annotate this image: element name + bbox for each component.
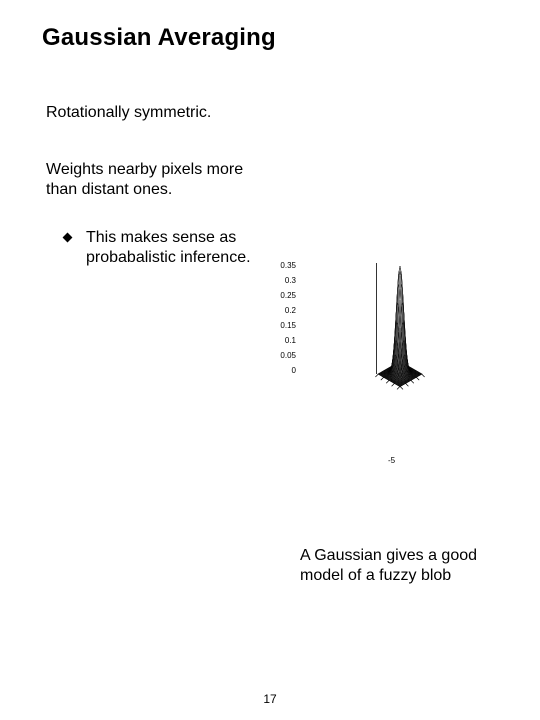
paragraph-weights: Weights nearby pixels more than distant … xyxy=(46,160,256,200)
z-tick-label: 0.2 xyxy=(270,306,296,315)
z-tick-label: 0 xyxy=(270,366,296,375)
diamond-bullet-icon xyxy=(63,233,73,243)
gaussian-surface-figure: 0.35 0.3 0.25 0.2 0.15 0.1 0.05 0 -5 xyxy=(272,246,528,466)
bullet-item: This makes sense as probabalistic infere… xyxy=(64,228,264,268)
gaussian-surface-svg xyxy=(272,246,528,466)
slide: Gaussian Averaging Rotationally symmetri… xyxy=(0,0,540,720)
z-tick-label: 0.3 xyxy=(270,276,296,285)
bullet-text: This makes sense as probabalistic infere… xyxy=(86,228,261,268)
z-tick-label: 0.35 xyxy=(270,261,296,270)
paragraph-rotational: Rotationally symmetric. xyxy=(46,104,211,122)
page-number: 17 xyxy=(0,692,540,706)
figure-caption: A Gaussian gives a good model of a fuzzy… xyxy=(300,546,510,586)
z-tick-label: 0.05 xyxy=(270,351,296,360)
z-tick-label: 0.25 xyxy=(270,291,296,300)
axis-tick-label: -5 xyxy=(388,456,395,465)
page-title: Gaussian Averaging xyxy=(42,24,276,52)
z-tick-label: 0.15 xyxy=(270,321,296,330)
z-tick-label: 0.1 xyxy=(270,336,296,345)
